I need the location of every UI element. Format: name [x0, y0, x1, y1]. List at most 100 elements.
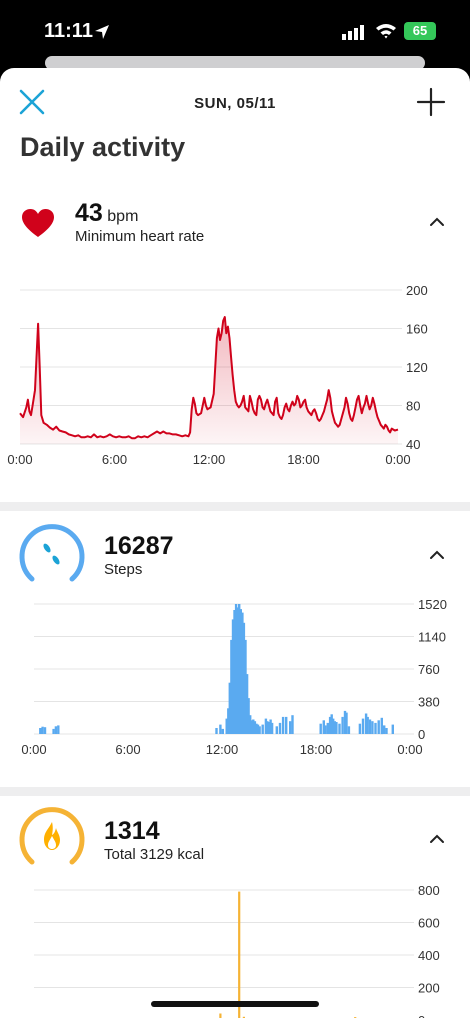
chevron-up-icon[interactable]: [429, 216, 445, 228]
series-area: [20, 317, 398, 444]
bar: [361, 718, 365, 734]
bar: [241, 612, 244, 734]
heart-rate-label: Minimum heart rate: [75, 228, 205, 245]
bar: [319, 723, 322, 734]
bar: [328, 716, 332, 734]
x-tick-label: 6:00: [102, 452, 127, 467]
bar: [267, 722, 271, 734]
bar: [289, 721, 292, 734]
calories-ring-icon: [19, 807, 85, 865]
x-tick-label: 0:00: [397, 742, 422, 757]
page-title: Daily activity: [20, 132, 186, 162]
y-tick-label: 800: [418, 883, 440, 898]
y-tick-label: 120: [406, 360, 428, 375]
bar: [275, 726, 278, 734]
bar: [234, 604, 238, 734]
y-tick-label: 380: [418, 695, 440, 710]
bar: [385, 728, 388, 734]
bar: [326, 722, 329, 734]
bar: [252, 719, 255, 734]
y-tick-label: 200: [406, 283, 428, 298]
bar: [335, 722, 338, 734]
status-bar: 11:11 65: [0, 0, 470, 60]
battery-indicator: 65: [404, 22, 436, 40]
bar: [374, 722, 377, 734]
chevron-up-icon[interactable]: [429, 549, 445, 561]
y-tick-label: 160: [406, 322, 428, 337]
bar: [258, 726, 261, 734]
y-tick-label: 1520: [418, 597, 447, 612]
bar: [245, 674, 249, 734]
bar: [380, 717, 383, 735]
x-tick-label: 18:00: [300, 742, 333, 757]
y-tick-label: 400: [418, 948, 440, 963]
bar: [358, 723, 362, 734]
bar: [377, 720, 380, 734]
series-line: [19, 316, 399, 440]
calories-label: Total 3129 kcal: [104, 846, 205, 863]
bar: [281, 716, 285, 734]
home-indicator[interactable]: [151, 1001, 319, 1007]
daily-activity-sheet: SUN, 05/11 Daily activity 43 bpm Minimum…: [0, 68, 470, 1018]
bar: [322, 720, 325, 734]
bar: [249, 715, 252, 734]
bar: [330, 714, 333, 734]
x-tick-label: 6:00: [115, 742, 140, 757]
bar: [333, 721, 336, 734]
status-time: 11:11: [44, 20, 93, 42]
bar: [219, 724, 222, 734]
location-arrow-icon: [95, 25, 109, 39]
bar: [269, 719, 272, 734]
heart-rate-unit: bpm: [107, 208, 139, 225]
battery-level: 65: [412, 23, 428, 38]
bar: [231, 619, 235, 734]
bar: [324, 725, 327, 734]
bar: [236, 607, 239, 734]
bar: [383, 725, 386, 734]
steps-value: 16287: [104, 532, 174, 560]
heart-icon: [22, 209, 54, 237]
bar: [345, 712, 348, 734]
bar: [54, 726, 58, 734]
bar: [285, 716, 288, 734]
bar: [366, 716, 369, 734]
chevron-up-icon[interactable]: [429, 833, 445, 845]
bar: [250, 720, 253, 734]
steps-label: Steps: [104, 561, 143, 578]
x-tick-label: 0:00: [385, 452, 410, 467]
y-tick-label: 760: [418, 662, 440, 677]
y-tick-label: 40: [406, 437, 420, 452]
y-tick-label: 0: [418, 727, 425, 742]
bar: [264, 718, 268, 734]
y-tick-label: 0: [418, 1013, 425, 1018]
steps-ring-icon: [19, 524, 85, 582]
bar: [219, 1013, 222, 1018]
bar: [368, 719, 372, 734]
close-icon[interactable]: [18, 88, 46, 116]
bar: [244, 639, 247, 734]
bar: [230, 639, 233, 734]
x-tick-label: 12:00: [193, 452, 226, 467]
bar: [291, 715, 294, 734]
heart-rate-value: 43: [75, 199, 103, 227]
section-divider: [0, 787, 470, 796]
bar: [253, 721, 257, 734]
bar: [57, 725, 60, 734]
x-tick-label: 0:00: [21, 742, 46, 757]
bar: [255, 723, 258, 734]
bar: [338, 723, 341, 734]
bar: [347, 726, 351, 734]
y-tick-label: 80: [406, 399, 420, 414]
bar: [221, 728, 224, 734]
bar: [270, 722, 274, 734]
y-tick-label: 1140: [418, 630, 446, 645]
add-icon[interactable]: [416, 87, 446, 117]
bar: [228, 682, 231, 734]
bar: [247, 698, 250, 734]
header-date: SUN, 05/11: [194, 95, 276, 112]
x-tick-label: 18:00: [287, 452, 320, 467]
y-tick-label: 200: [418, 981, 440, 996]
bar: [391, 724, 394, 734]
bar: [43, 727, 47, 734]
bar: [225, 718, 228, 734]
